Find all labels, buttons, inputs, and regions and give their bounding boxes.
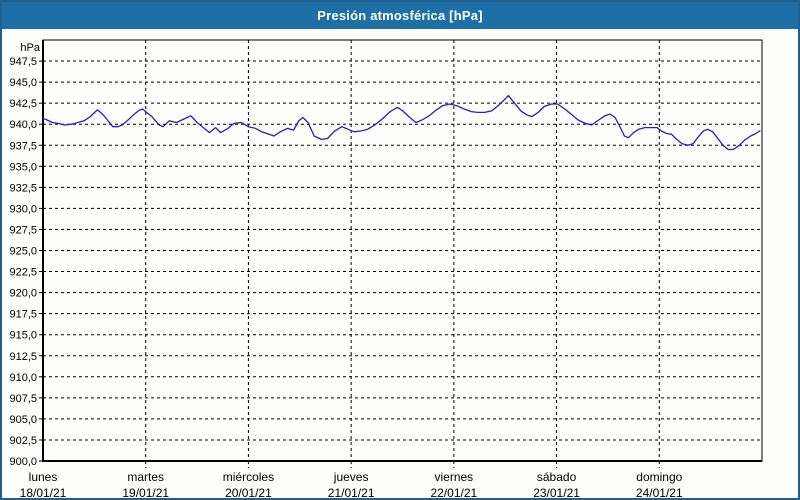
y-tick-label: 942,5: [9, 98, 37, 110]
y-tick-label: 915,0: [9, 330, 37, 342]
x-day-date-label: 24/01/21: [636, 486, 683, 500]
y-tick-label: 900,0: [9, 456, 37, 468]
x-day-name-label: domingo: [636, 470, 682, 484]
x-day-name-label: viernes: [435, 470, 474, 484]
x-day-name-label: martes: [127, 470, 164, 484]
y-tick-label: 935,0: [9, 161, 37, 173]
y-tick-label: 905,0: [9, 414, 37, 426]
y-tick-label: 947,5: [9, 56, 37, 68]
y-tick-label: 927,5: [9, 224, 37, 236]
y-tick-label: 940,0: [9, 119, 37, 131]
x-day-name-label: miércoles: [223, 470, 274, 484]
y-tick-label: 917,5: [9, 309, 37, 321]
y-axis-unit-label: hPa: [20, 42, 40, 54]
y-tick-label: 930,0: [9, 203, 37, 215]
y-tick-label: 907,5: [9, 393, 37, 405]
y-tick-label: 925,0: [9, 246, 37, 258]
x-day-date-label: 21/01/21: [328, 486, 375, 500]
y-tick-label: 922,5: [9, 267, 37, 279]
x-day-date-label: 22/01/21: [430, 486, 477, 500]
y-tick-label: 912,5: [9, 351, 37, 363]
x-day-date-label: 18/01/21: [20, 486, 67, 500]
x-day-date-label: 23/01/21: [533, 486, 580, 500]
y-tick-label: 937,5: [9, 140, 37, 152]
x-day-name-label: jueves: [333, 470, 369, 484]
y-tick-label: 945,0: [9, 77, 37, 89]
x-day-date-label: 19/01/21: [122, 486, 169, 500]
y-tick-label: 932,5: [9, 182, 37, 194]
y-tick-label: 910,0: [9, 372, 37, 384]
x-day-name-label: sábado: [537, 470, 577, 484]
pressure-series-line: [42, 94, 761, 151]
window-title-bar: Presión atmosférica [hPa]: [2, 2, 798, 29]
x-day-name-label: lunes: [29, 470, 58, 484]
y-tick-label: 902,5: [9, 435, 37, 447]
y-tick-label: 920,0: [9, 288, 37, 300]
plot-area-border: [42, 39, 763, 462]
window-title: Presión atmosférica [hPa]: [317, 8, 483, 23]
x-day-date-label: 20/01/21: [225, 486, 272, 500]
